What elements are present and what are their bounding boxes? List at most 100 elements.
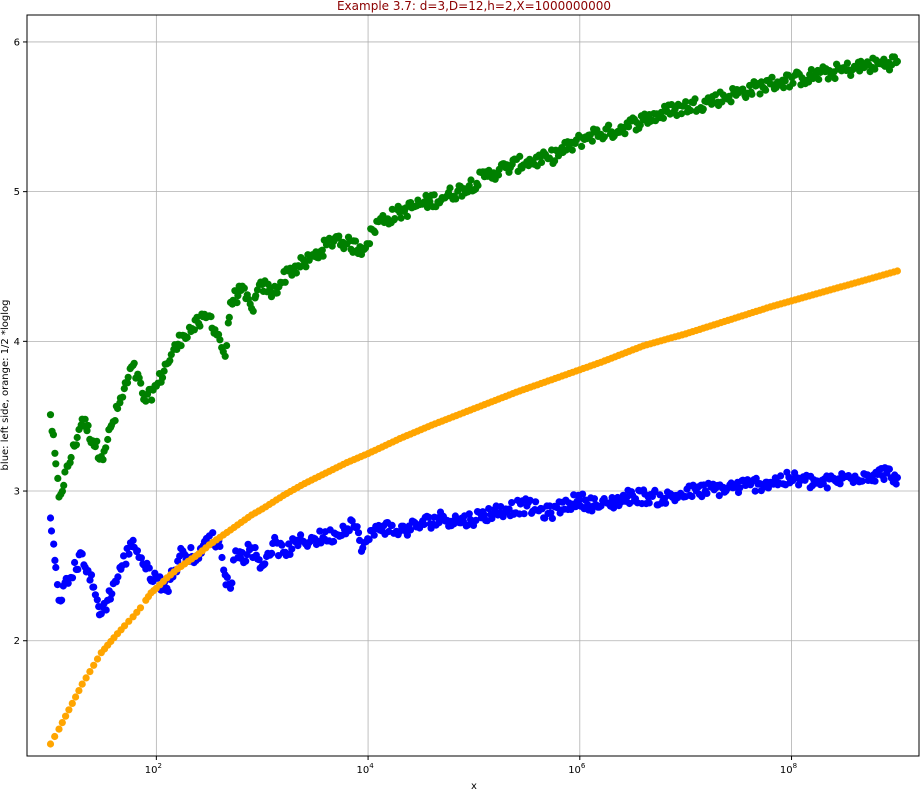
data-point [639, 116, 647, 124]
y-tick-label: 4 [14, 337, 20, 348]
data-point [417, 200, 425, 208]
scatter-point [526, 496, 534, 504]
data-point [766, 303, 775, 311]
scatter-point [871, 477, 879, 485]
scatter-point [268, 549, 276, 558]
x-axis-ticks: 102 104 106 108 [145, 756, 797, 776]
scatter-point [90, 661, 98, 669]
scatter-point [892, 480, 900, 488]
data-point [237, 518, 245, 527]
scatter-point [624, 123, 633, 131]
data-point [97, 610, 105, 618]
data-point [97, 453, 105, 461]
scatter-point [137, 379, 145, 387]
scatter-point [49, 431, 58, 439]
scatter-point [425, 513, 433, 522]
data-point [893, 474, 902, 482]
data-point [555, 373, 563, 381]
scatter-point [65, 706, 73, 714]
scatter-point [122, 560, 130, 568]
scatter-point [403, 531, 411, 539]
scatter-point [508, 499, 516, 507]
scatter-point [253, 286, 262, 294]
scatter-point [47, 527, 56, 535]
data-point [851, 279, 859, 287]
data-point [565, 143, 573, 151]
data-point [269, 539, 277, 548]
data-point [136, 604, 145, 612]
data-point [195, 550, 203, 558]
scatter-point [102, 444, 110, 452]
scatter-point [104, 435, 112, 444]
scatter-point [584, 500, 592, 509]
scatter-point [590, 495, 599, 503]
data-point [364, 450, 372, 458]
scatter-point [52, 563, 60, 572]
scatter-point [297, 531, 305, 539]
data-point [147, 589, 155, 597]
data-point [523, 502, 531, 510]
data-point [608, 128, 616, 136]
scatter-point [67, 453, 75, 462]
data-point [639, 342, 647, 350]
y-tick-label: 2 [14, 636, 20, 647]
data-point [396, 527, 404, 536]
scatter-point [72, 693, 80, 701]
scatter-point [371, 228, 379, 236]
scatter-point [548, 514, 557, 523]
scatter-point [727, 98, 735, 106]
data-point [597, 502, 605, 510]
data-point [343, 240, 351, 248]
scatter-point [233, 299, 241, 307]
scatter-point [225, 313, 233, 321]
data-point [311, 535, 319, 543]
data-point [142, 596, 150, 604]
scatter-point [494, 171, 503, 179]
scatter-point [82, 674, 90, 682]
data-point [221, 571, 229, 579]
scatter-point [68, 699, 76, 708]
scatter-point [397, 214, 405, 222]
data-point [629, 491, 637, 500]
scatter-point [600, 133, 609, 141]
scatter-point [51, 449, 59, 457]
scatter-point [354, 529, 363, 537]
data-point [348, 517, 356, 525]
scatter-point [125, 617, 133, 625]
data-point [809, 291, 817, 299]
x-tick-label: 108 [780, 762, 797, 776]
scatter-point [588, 137, 596, 145]
scatter-point [578, 142, 586, 150]
data-point [735, 89, 743, 97]
data-point [586, 131, 595, 139]
scatter-point [762, 86, 770, 94]
scatter-point [68, 574, 77, 582]
scatter-point [485, 505, 493, 513]
scatter-point [636, 121, 644, 129]
scatter-point [53, 581, 62, 589]
data-point [438, 514, 446, 522]
scatter-point [187, 544, 195, 552]
scatter-point [108, 590, 116, 598]
data-point [46, 740, 55, 748]
scatter-point [880, 475, 888, 484]
scatter-point [423, 203, 432, 212]
data-point [46, 514, 55, 522]
data-point [248, 304, 256, 312]
scatter-point [781, 77, 789, 85]
scatter-point [467, 176, 475, 184]
data-point [316, 247, 324, 256]
scatter-point [120, 552, 128, 560]
scatter-point [58, 719, 66, 727]
scatter-point [768, 73, 776, 81]
scatter-point [93, 596, 101, 604]
scatter-point [621, 130, 629, 138]
scatter-point [579, 490, 587, 498]
scatter-point [688, 492, 696, 501]
data-point [152, 382, 160, 390]
scatter-point [114, 404, 122, 413]
scatter-point [158, 374, 167, 382]
data-point [671, 105, 679, 113]
data-point [862, 62, 870, 70]
scatter-point [224, 319, 232, 327]
